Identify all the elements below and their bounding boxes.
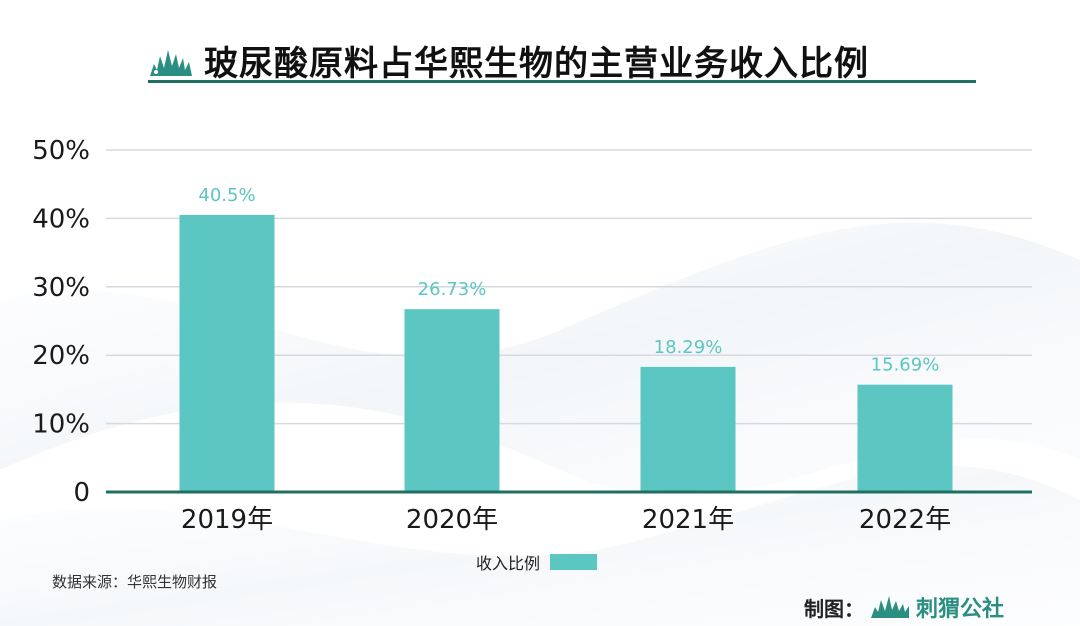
x-axis-tick-labels: 2019年 2020年 2021年 2022年: [181, 505, 951, 535]
bar-value-label: 26.73%: [418, 279, 487, 300]
y-tick-label: 30%: [32, 273, 90, 303]
legend: 收入比例: [476, 551, 598, 573]
bar-value-label: 18.29%: [654, 337, 723, 358]
bar: [857, 384, 953, 492]
y-tick-label: 10%: [32, 410, 90, 440]
x-tick-label: 2019年: [181, 505, 273, 535]
x-tick-label: 2020年: [406, 505, 498, 535]
bars: [179, 214, 953, 493]
legend-label: 收入比例: [476, 554, 541, 573]
hedgehog-logo-icon: [150, 50, 192, 76]
data-source-note: 数据来源：华熙生物财报: [52, 573, 218, 591]
bar-value-label: 40.5%: [198, 185, 255, 206]
y-tick-label: 20%: [32, 341, 90, 371]
y-tick-label: 40%: [32, 204, 90, 234]
bar: [179, 214, 275, 493]
chart-title: 玻尿酸原料占华熙生物的主营业务收入比例: [204, 44, 869, 84]
bar: [404, 309, 500, 492]
x-tick-label: 2021年: [642, 505, 734, 535]
chart-title-block: 玻尿酸原料占华熙生物的主营业务收入比例: [148, 30, 978, 86]
legend-swatch: [550, 554, 598, 570]
x-tick-label: 2022年: [859, 505, 951, 535]
y-tick-label: 0: [73, 478, 90, 508]
bar-value-label: 15.69%: [871, 355, 940, 376]
title-underline: [148, 80, 976, 83]
credit-label: 制图：: [804, 596, 864, 621]
credit: 制图： 刺猬公社: [804, 592, 1004, 622]
y-axis-tick-labels: 0 10% 20% 30% 40% 50%: [32, 136, 90, 508]
credit-brand: 刺猬公社: [916, 597, 1005, 622]
value-labels: 40.5% 26.73% 18.29% 15.69%: [198, 185, 939, 376]
y-tick-label: 50%: [32, 136, 90, 166]
brand-logo-icon: [871, 596, 909, 618]
bar: [640, 366, 736, 492]
